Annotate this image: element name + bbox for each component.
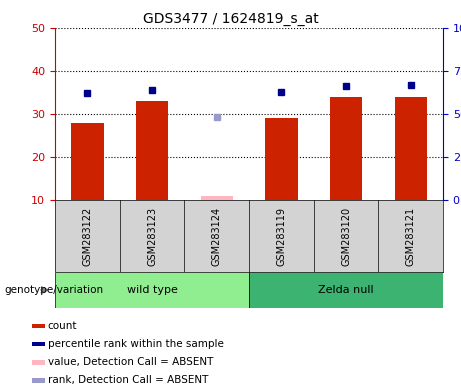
- Text: GDS3477 / 1624819_s_at: GDS3477 / 1624819_s_at: [142, 12, 319, 25]
- Text: count: count: [47, 321, 77, 331]
- Text: GSM283121: GSM283121: [406, 207, 416, 266]
- Bar: [32, 342, 45, 346]
- Text: Zelda null: Zelda null: [318, 285, 374, 295]
- Bar: [395, 97, 427, 200]
- Text: rank, Detection Call = ABSENT: rank, Detection Call = ABSENT: [47, 376, 208, 384]
- Text: GSM283123: GSM283123: [147, 207, 157, 266]
- Bar: [32, 360, 45, 364]
- Bar: [201, 196, 233, 200]
- Text: value, Detection Call = ABSENT: value, Detection Call = ABSENT: [47, 358, 213, 367]
- Text: genotype/variation: genotype/variation: [5, 285, 104, 295]
- Bar: [32, 324, 45, 328]
- Bar: [32, 378, 45, 382]
- Bar: [55, 272, 249, 308]
- Text: GSM283124: GSM283124: [212, 207, 222, 266]
- Text: GSM283119: GSM283119: [276, 207, 286, 265]
- Bar: [136, 101, 168, 200]
- Bar: [265, 118, 297, 200]
- Text: wild type: wild type: [127, 285, 177, 295]
- Text: GSM283120: GSM283120: [341, 207, 351, 266]
- Bar: [249, 272, 443, 308]
- Bar: [330, 97, 362, 200]
- Bar: [71, 122, 104, 200]
- Text: percentile rank within the sample: percentile rank within the sample: [47, 339, 224, 349]
- Text: GSM283122: GSM283122: [83, 206, 92, 266]
